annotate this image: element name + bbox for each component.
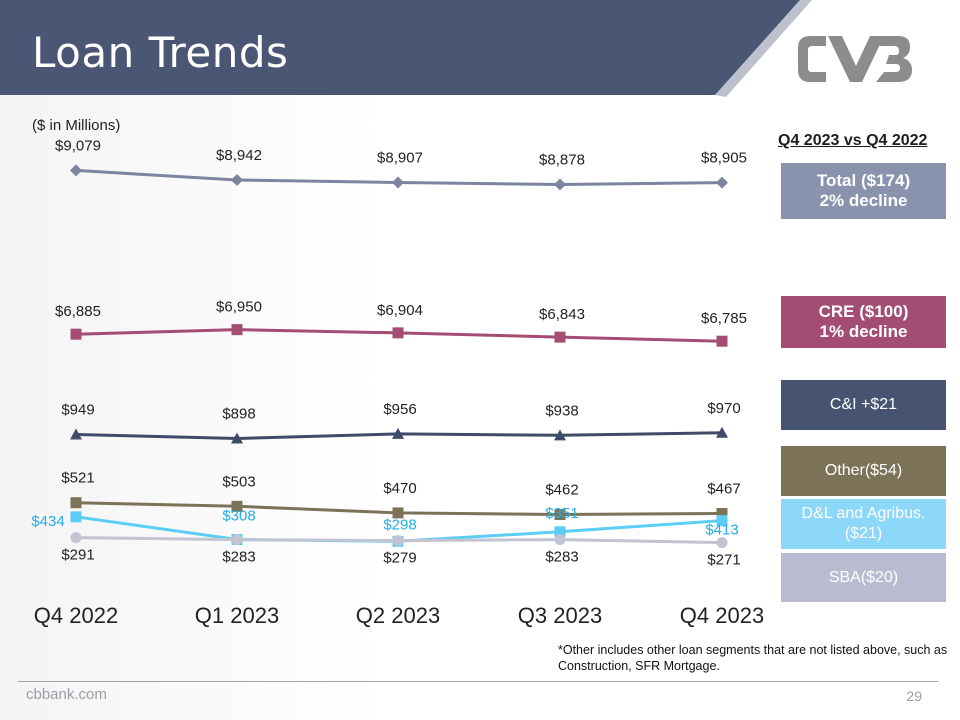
candi-data-label: $970 bbox=[707, 400, 740, 417]
sba-point bbox=[554, 534, 566, 546]
other-data-label: $462 bbox=[545, 482, 578, 499]
dandl-and-agribus-point bbox=[554, 526, 566, 538]
total-point bbox=[70, 164, 82, 177]
dandl-and-agribus-data-label: $413 bbox=[705, 522, 738, 539]
cre-point bbox=[231, 324, 243, 336]
x-tick-label: Q3 2023 bbox=[518, 603, 602, 628]
total-point bbox=[231, 174, 243, 187]
candi-point bbox=[716, 426, 728, 438]
dandl-and-agribus-data-label: $434 bbox=[31, 513, 64, 530]
ci-change-badge: C&I +$21 bbox=[781, 380, 946, 430]
total-point bbox=[392, 176, 404, 189]
x-tick-label: Q1 2023 bbox=[195, 603, 279, 628]
other-data-label: $470 bbox=[383, 480, 416, 497]
footer-website: cbbank.com bbox=[26, 686, 107, 703]
candi-data-label: $956 bbox=[383, 401, 416, 418]
other-point bbox=[554, 509, 566, 521]
other-point bbox=[716, 508, 728, 520]
dandl-and-agribus-data-label: $298 bbox=[383, 516, 416, 533]
footnote: *Other includes other loan segments that… bbox=[558, 643, 948, 673]
total-point bbox=[716, 176, 728, 189]
x-tick-label: Q4 2022 bbox=[34, 603, 118, 628]
sba-data-label: $291 bbox=[61, 547, 94, 564]
total-data-label: $8,942 bbox=[216, 147, 262, 164]
units-note: ($ in Millions) bbox=[32, 117, 121, 134]
total-change-badge: Total ($174) 2% decline bbox=[781, 163, 946, 219]
cre-data-label: $6,785 bbox=[701, 310, 747, 327]
dl-agribus-change-badge: D&L and Agribus. ($21) bbox=[781, 499, 946, 549]
cre-point bbox=[554, 331, 566, 343]
sba-data-label: $283 bbox=[545, 549, 578, 566]
footer-divider bbox=[18, 681, 938, 682]
total-data-label: $8,907 bbox=[377, 149, 423, 166]
total-data-label: $8,878 bbox=[539, 151, 585, 168]
cre-point bbox=[716, 335, 728, 347]
other-point bbox=[392, 507, 404, 519]
candi-point bbox=[554, 429, 566, 441]
cre-data-label: $6,950 bbox=[216, 299, 262, 316]
sba-point bbox=[70, 532, 82, 544]
dandl-and-agribus-data-label: $351 bbox=[545, 505, 578, 522]
x-tick-label: Q2 2023 bbox=[356, 603, 440, 628]
candi-point bbox=[231, 432, 243, 444]
other-point bbox=[231, 500, 243, 512]
other-data-label: $521 bbox=[61, 470, 94, 487]
sba-data-label: $271 bbox=[707, 552, 740, 569]
dandl-and-agribus-data-label: $308 bbox=[222, 508, 255, 525]
page-number: 29 bbox=[906, 688, 922, 704]
dandl-and-agribus-point bbox=[716, 515, 728, 527]
cvb-logo bbox=[798, 36, 912, 82]
cre-data-label: $6,885 bbox=[55, 303, 101, 320]
sba-point bbox=[392, 535, 404, 547]
other-data-label: $503 bbox=[222, 473, 255, 490]
cre-data-label: $6,904 bbox=[377, 302, 423, 319]
other-point bbox=[70, 497, 82, 509]
sba-point bbox=[716, 537, 728, 549]
sba-data-label: $279 bbox=[383, 550, 416, 567]
dandl-and-agribus-point bbox=[70, 511, 82, 523]
sba-point bbox=[231, 534, 243, 546]
x-tick-label: Q4 2023 bbox=[680, 603, 764, 628]
total-data-label: $9,079 bbox=[55, 137, 101, 154]
header-band bbox=[0, 0, 812, 97]
other-change-badge: Other($54) bbox=[781, 446, 946, 496]
other-data-label: $467 bbox=[707, 481, 740, 498]
cre-data-label: $6,843 bbox=[539, 306, 585, 323]
total-point bbox=[554, 178, 566, 191]
sba-change-badge: SBA($20) bbox=[781, 553, 946, 602]
slide-title: Loan Trends bbox=[32, 28, 289, 77]
cre-point bbox=[70, 328, 82, 340]
sba-data-label: $283 bbox=[222, 549, 255, 566]
candi-data-label: $949 bbox=[61, 401, 94, 418]
cre-point bbox=[392, 327, 404, 339]
total-data-label: $8,905 bbox=[701, 150, 747, 167]
cre-change-badge: CRE ($100) 1% decline bbox=[781, 296, 946, 348]
candi-data-label: $898 bbox=[222, 406, 255, 423]
candi-point bbox=[392, 427, 404, 439]
comparison-title: Q4 2023 vs Q4 2022 bbox=[778, 132, 928, 149]
candi-data-label: $938 bbox=[545, 402, 578, 419]
candi-point bbox=[70, 428, 82, 440]
